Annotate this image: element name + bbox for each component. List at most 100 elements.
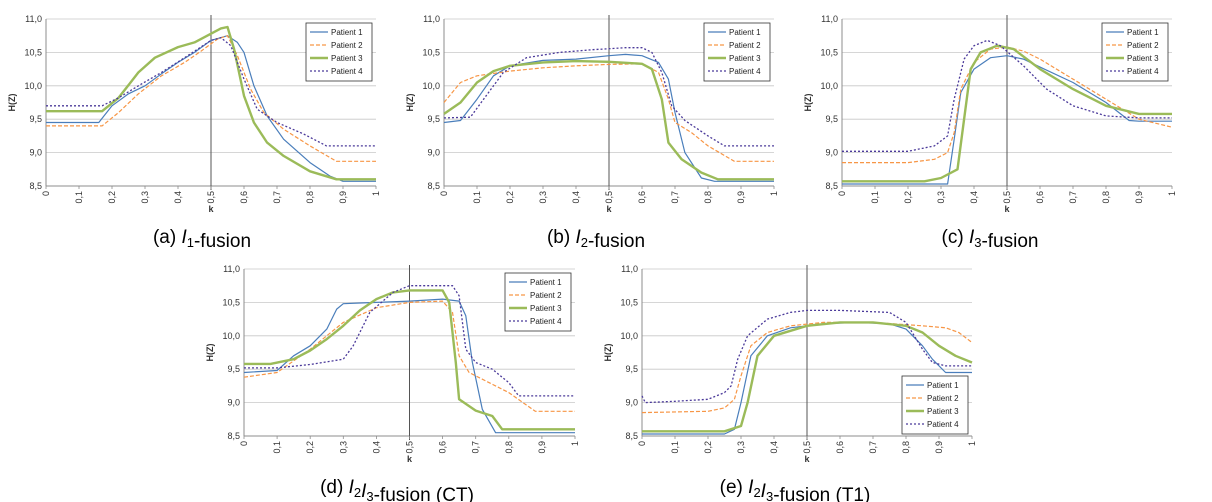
x-tick-label: 0,5 — [604, 191, 614, 204]
x-tick-label: 0,4 — [769, 441, 779, 454]
series-line-patient-4 — [46, 37, 376, 147]
series-line-patient-1 — [243, 298, 575, 434]
chart-panel-a: 8,5 9,0 9,5 10,0 10,5 11,0 0 0,1 0,2 0,3 0,4 0,5 0,6… — [7, 14, 381, 252]
y-tick-label: 10,0 — [620, 331, 638, 341]
x-tick-label: 0,1 — [870, 191, 880, 204]
x-tick-label: 0,1 — [272, 441, 282, 454]
x-axis-label: k — [208, 204, 214, 214]
x-tick-label: 0 — [239, 441, 249, 446]
y-tick-label: 9,0 — [825, 148, 838, 158]
x-tick-label: 0,7 — [670, 191, 680, 204]
x-tick-label: 0,1 — [670, 441, 680, 454]
legend: Patient 1 Patient 2 Patient 3 Patient 4 — [1101, 22, 1169, 82]
series-line-patient-3 — [842, 44, 1172, 183]
panel-caption: (d) I2I3-fusion (CT) — [320, 477, 474, 502]
legend: Patient 1 Patient 2 Patient 3 Patient 4 — [703, 22, 771, 82]
panel-caption: (b) I2-fusion — [547, 227, 645, 252]
x-tick-label: 0 — [41, 191, 51, 196]
series-line-patient-3 — [46, 25, 376, 181]
y-tick-label: 11,0 — [821, 14, 838, 24]
x-tick-label: 0,7 — [272, 191, 282, 204]
x-tick-label: 0 — [837, 191, 847, 196]
x-tick-label: 0,9 — [736, 191, 746, 204]
x-tick-label: 1 — [967, 441, 977, 446]
x-tick-label: 1 — [371, 191, 381, 196]
x-tick-label: 0,5 — [1002, 191, 1012, 204]
y-tick-label: 9,5 — [625, 364, 638, 374]
y-tick-label: 11,0 — [223, 264, 240, 274]
legend-label-patient-2: Patient 2 — [927, 394, 959, 403]
legend-label-patient-3: Patient 3 — [530, 304, 562, 313]
legend-box — [504, 272, 572, 332]
y-tick-label: 9,5 — [825, 114, 838, 124]
y-tick-label: 11,0 — [621, 264, 638, 274]
x-tick-label: 0,1 — [472, 191, 482, 204]
y-tick-label: 9,0 — [427, 148, 440, 158]
x-tick-label: 0,6 — [637, 191, 647, 204]
series-line-patient-4 — [244, 285, 575, 397]
y-tick-label: 9,0 — [29, 148, 42, 158]
x-tick-label: 0 — [637, 441, 647, 446]
x-tick-label: 0,6 — [239, 191, 249, 204]
x-tick-label: 0,4 — [173, 191, 183, 204]
legend-label-patient-1: Patient 1 — [530, 278, 562, 287]
x-tick-label: 0,2 — [505, 191, 515, 204]
x-axis-label: k — [804, 454, 810, 464]
series-line-patient-4 — [443, 47, 774, 147]
x-tick-label: 0,3 — [140, 191, 150, 204]
y-tick-label: 10,5 — [422, 47, 440, 57]
series-line-patient-3 — [244, 289, 575, 431]
legend-label-patient-3: Patient 3 — [331, 54, 363, 63]
y-tick-label: 9,5 — [227, 364, 240, 374]
x-tick-label: 0,5 — [206, 191, 216, 204]
y-tick-label: 8,5 — [825, 181, 838, 191]
x-tick-label: 0,9 — [338, 191, 348, 204]
y-tick-label: 10,0 — [222, 331, 240, 341]
legend-label-patient-1: Patient 1 — [729, 28, 761, 37]
y-axis-label: H(Z) — [803, 94, 813, 112]
x-tick-label: 0 — [439, 191, 449, 196]
legend-label-patient-4: Patient 4 — [729, 67, 761, 76]
series-line-patient-2 — [243, 300, 575, 412]
legend-label-patient-3: Patient 3 — [1127, 54, 1159, 63]
x-tick-label: 0,6 — [1035, 191, 1045, 204]
y-tick-label: 10,5 — [222, 297, 240, 307]
legend-label-patient-4: Patient 4 — [530, 317, 562, 326]
y-tick-label: 9,5 — [427, 114, 440, 124]
panel-caption: (e) I2I3-fusion (T1) — [720, 477, 871, 502]
x-tick-label: 0,7 — [1068, 191, 1078, 204]
x-axis-label: k — [407, 454, 413, 464]
legend-label-patient-2: Patient 2 — [530, 291, 562, 300]
x-tick-label: 0,7 — [471, 441, 481, 454]
x-tick-label: 0,6 — [438, 441, 448, 454]
series-line-patient-4 — [641, 309, 972, 404]
y-tick-label: 8,5 — [227, 431, 240, 441]
y-tick-label: 10,0 — [24, 81, 42, 91]
x-tick-label: 0,9 — [1134, 191, 1144, 204]
chart-panel-c: 8,5 9,0 9,5 10,0 10,5 11,0 0 0,1 0,2 0,3 0,4 0,5 0,6… — [803, 14, 1177, 252]
x-axis-label: k — [1004, 204, 1010, 214]
y-tick-label: 10,5 — [820, 47, 838, 57]
legend: Patient 1 Patient 2 Patient 3 Patient 4 — [901, 375, 969, 435]
legend-label-patient-2: Patient 2 — [729, 41, 761, 50]
series-line-patient-2 — [46, 35, 376, 162]
series-line-patient-1 — [443, 53, 774, 182]
x-tick-label: 0,8 — [901, 441, 911, 454]
x-tick-label: 0,2 — [703, 441, 713, 454]
y-tick-label: 8,5 — [625, 431, 638, 441]
legend-box — [703, 22, 771, 82]
legend-box — [901, 375, 969, 435]
legend-label-patient-1: Patient 1 — [1127, 28, 1159, 37]
legend-label-patient-4: Patient 4 — [1127, 67, 1159, 76]
x-tick-label: 0,3 — [538, 191, 548, 204]
series-line-patient-2 — [641, 321, 973, 414]
x-tick-label: 0,1 — [74, 191, 84, 204]
legend-label-patient-3: Patient 3 — [729, 54, 761, 63]
legend-label-patient-2: Patient 2 — [331, 41, 363, 50]
y-tick-label: 8,5 — [29, 181, 42, 191]
x-tick-label: 0,4 — [371, 441, 381, 454]
y-tick-label: 9,0 — [625, 398, 638, 408]
x-tick-label: 0,3 — [936, 191, 946, 204]
y-tick-label: 10,0 — [422, 81, 440, 91]
y-tick-label: 11,0 — [423, 14, 440, 24]
